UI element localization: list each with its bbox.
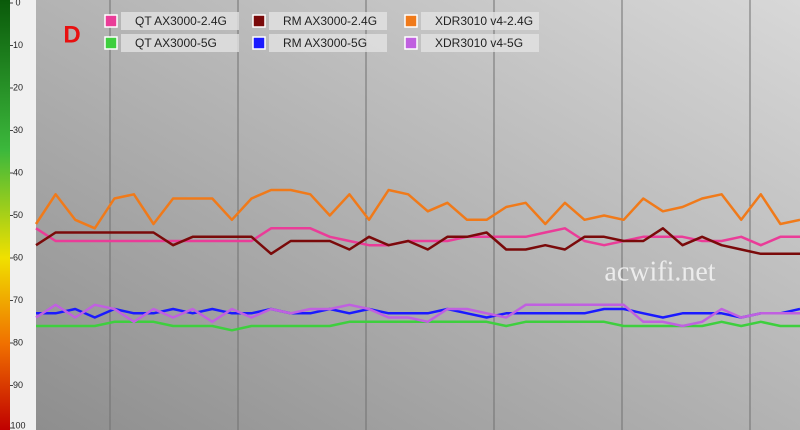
y-tick-label: 50 (13, 210, 23, 220)
legend-swatch (252, 14, 266, 28)
legend-label: XDR3010 v4-5G (435, 36, 523, 50)
y-tick-label: 60 (13, 252, 23, 262)
legend-label: RM AX3000-5G (283, 36, 367, 50)
legend-swatch (252, 36, 266, 50)
legend-swatch (104, 36, 118, 50)
legend-label: XDR3010 v4-2.4G (435, 14, 533, 28)
legend-swatch (404, 14, 418, 28)
y-tick-label: 80 (13, 337, 23, 347)
series-line (36, 320, 800, 332)
legend-bg (421, 12, 539, 30)
legend-label: RM AX3000-2.4G (283, 14, 377, 28)
series-line (36, 307, 800, 319)
y-tick-label: 20 (13, 82, 23, 92)
color-bar (0, 0, 10, 430)
y-tick-label: 100 (10, 420, 25, 430)
legend-bg (269, 34, 387, 52)
y-tick-label: 30 (13, 125, 23, 135)
y-tick-label: 90 (13, 380, 23, 390)
legend-bg (121, 34, 239, 52)
series-line (34, 188, 800, 230)
legend-bg (121, 12, 239, 30)
y-tick-label: 0 (15, 0, 20, 7)
y-tick-label: 10 (13, 40, 23, 50)
y-tick-label: 40 (13, 167, 23, 177)
plot-area (36, 0, 800, 430)
legend-bg (269, 12, 387, 30)
watermark: acwifi.net (604, 256, 715, 287)
legend-label: QT AX3000-5G (135, 36, 217, 50)
legend-swatch (104, 14, 118, 28)
y-tick-label: 70 (13, 295, 23, 305)
series-line (35, 303, 800, 328)
legend-swatch (404, 36, 418, 50)
annotation: D (63, 21, 80, 48)
legend-bg (421, 34, 539, 52)
series-line (35, 227, 800, 256)
legend-label: QT AX3000-2.4G (135, 14, 227, 28)
